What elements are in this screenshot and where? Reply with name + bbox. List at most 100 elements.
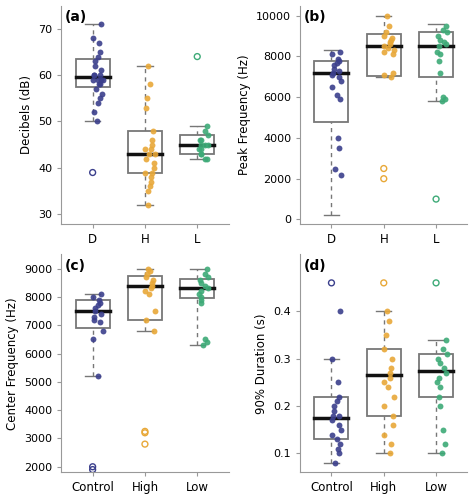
Point (141, 429, 149, 437)
Point (93, 118, 100, 126)
Point (334, 54, 342, 62)
Bar (367, 34, 401, 76)
Point (330, 64, 337, 72)
Point (436, 69, 444, 77)
Point (380, 164, 387, 172)
Point (144, 62, 152, 70)
Point (442, 440, 449, 448)
Point (201, 127, 208, 135)
Text: (d): (d) (304, 259, 326, 273)
Bar (128, 131, 162, 172)
Point (97, 76, 105, 84)
Point (335, 450, 343, 458)
Y-axis label: 90% Duration (s): 90% Duration (s) (255, 313, 268, 414)
Point (203, 338, 210, 346)
Point (440, 426, 447, 434)
Point (389, 50, 396, 58)
Point (331, 459, 338, 467)
Point (91, 57, 99, 65)
Y-axis label: Decibels (dB): Decibels (dB) (19, 75, 33, 154)
Point (436, 374, 443, 382)
Point (151, 307, 158, 315)
Point (97, 290, 105, 298)
Point (89, 76, 96, 84)
Text: (c): (c) (65, 259, 86, 273)
Point (96, 80, 104, 88)
Point (144, 264, 152, 272)
Text: (a): (a) (65, 10, 87, 24)
Point (381, 345, 388, 353)
Point (440, 38, 447, 46)
Point (96, 94, 104, 102)
Point (387, 440, 394, 448)
Point (201, 154, 209, 162)
Point (387, 73, 394, 81)
Point (390, 392, 397, 400)
Point (99, 76, 106, 84)
Point (335, 392, 343, 400)
Point (386, 374, 394, 382)
Point (151, 150, 158, 158)
Point (90, 316, 97, 324)
Point (90, 71, 97, 79)
Point (201, 270, 208, 278)
Point (147, 146, 155, 154)
Point (148, 178, 155, 186)
Point (148, 140, 156, 148)
Point (443, 350, 450, 358)
Point (141, 146, 149, 154)
Point (389, 412, 396, 420)
Point (89, 463, 96, 471)
Point (436, 383, 444, 391)
Point (196, 136, 203, 144)
Point (438, 98, 446, 106)
Point (380, 378, 388, 386)
Point (91, 62, 98, 70)
Point (335, 144, 343, 152)
Point (329, 416, 336, 424)
Point (432, 195, 440, 203)
Point (336, 66, 343, 74)
Point (328, 50, 335, 58)
Point (203, 154, 210, 162)
Point (389, 69, 397, 77)
Point (380, 174, 387, 182)
Text: (b): (b) (304, 10, 326, 24)
Point (98, 90, 106, 98)
Point (436, 36, 444, 44)
Point (141, 440, 149, 448)
Point (199, 341, 207, 349)
Point (388, 34, 396, 42)
Point (89, 466, 96, 473)
Point (142, 168, 149, 176)
Point (328, 83, 335, 91)
Point (91, 307, 98, 315)
Point (380, 42, 388, 50)
Point (94, 372, 102, 380)
Point (330, 69, 337, 77)
Point (382, 28, 390, 36)
Point (148, 282, 156, 290)
Point (94, 52, 102, 60)
Point (144, 187, 152, 195)
Bar (76, 59, 110, 86)
Point (94, 302, 102, 310)
Point (328, 430, 335, 438)
Point (96, 71, 104, 79)
Point (439, 345, 447, 353)
Point (333, 58, 341, 66)
Point (201, 282, 209, 290)
Point (94, 76, 102, 84)
Point (386, 38, 394, 46)
Point (386, 40, 394, 48)
Point (328, 354, 335, 362)
Point (147, 173, 155, 181)
Point (436, 50, 444, 58)
Point (390, 46, 397, 54)
Point (97, 20, 105, 28)
Point (338, 426, 345, 434)
Bar (367, 349, 401, 416)
Point (197, 293, 205, 301)
Point (330, 60, 338, 68)
Point (147, 80, 154, 88)
